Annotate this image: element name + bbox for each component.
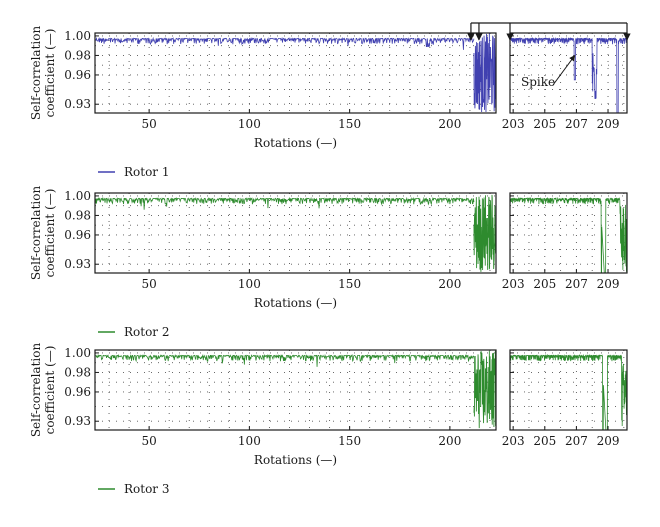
annotation-label: Spike — [521, 75, 555, 89]
x-tick-label: 203 — [502, 117, 525, 131]
axes-frame-main — [94, 32, 497, 114]
series-main — [95, 33, 496, 113]
series-line-tail — [473, 194, 496, 272]
x-axis-label: Rotations (—) — [254, 453, 337, 467]
axes-frame-zoom — [509, 192, 628, 274]
x-tick-label: 200 — [438, 117, 461, 131]
legend-label: Rotor 1 — [124, 165, 170, 179]
y-tick-label: 0.93 — [64, 257, 91, 271]
chart-panel-3: 1.00 0.98 0.96 0.93 50 100 150 200 203 205 207 209 S… — [29, 343, 628, 496]
x-tick-label: 207 — [565, 277, 588, 291]
x-tick-label: 200 — [438, 277, 461, 291]
y-axis-label: Self-correlation — [29, 26, 43, 121]
y-axis-label: coefficient (—) — [43, 189, 57, 278]
x-tick-label: 209 — [597, 277, 620, 291]
y-tick-label: 1.00 — [64, 29, 91, 43]
x-tick-label: 209 — [597, 117, 620, 131]
x-tick-label: 100 — [238, 117, 261, 131]
axes-frame-main — [94, 349, 497, 431]
axes-frame-main — [94, 192, 497, 274]
y-axis-label: Self-correlation — [29, 343, 43, 438]
legend-label: Rotor 2 — [124, 325, 170, 339]
y-tick-label: 0.98 — [64, 48, 91, 62]
x-tick-label: 150 — [338, 117, 361, 131]
series-line — [95, 36, 475, 50]
gridlines — [95, 193, 627, 273]
series-zoom — [510, 353, 627, 430]
axes-frame-zoom — [509, 32, 628, 114]
y-tick-label: 0.98 — [64, 365, 91, 379]
y-axis-label: coefficient (—) — [43, 346, 57, 435]
x-axis-label: Rotations (—) — [254, 296, 337, 310]
y-tick-label: 0.96 — [64, 385, 91, 399]
series-line — [95, 353, 475, 367]
axes-frame-zoom — [509, 349, 628, 431]
series-main — [95, 194, 496, 272]
x-tick-label: 100 — [238, 434, 261, 448]
y-axis-label: coefficient (—) — [43, 29, 57, 118]
series-line-zoom — [510, 196, 627, 273]
series-zoom — [510, 36, 627, 113]
x-tick-label: 207 — [565, 434, 588, 448]
series-line — [95, 196, 475, 210]
x-tick-label: 50 — [141, 434, 156, 448]
series-line-tail — [473, 33, 496, 113]
y-tick-label: 0.98 — [64, 208, 91, 222]
y-tick-label: 0.93 — [64, 97, 91, 111]
x-tick-label: 50 — [141, 117, 156, 131]
y-tick-label: 0.93 — [64, 414, 91, 428]
x-tick-label: 207 — [565, 117, 588, 131]
chart-panel-1: 1.00 0.98 0.96 0.93 50 100 150 200 203 205 207 209 S… — [29, 22, 631, 179]
x-tick-label: 205 — [533, 277, 556, 291]
x-tick-label: 205 — [533, 434, 556, 448]
y-axis-label: Self-correlation — [29, 186, 43, 281]
annotation-arrow — [552, 54, 576, 86]
x-tick-label: 209 — [597, 434, 620, 448]
x-tick-label: 200 — [438, 434, 461, 448]
legend-label: Rotor 3 — [124, 482, 170, 496]
x-tick-label: 50 — [141, 277, 156, 291]
series-line-zoom — [510, 36, 627, 113]
x-tick-label: 203 — [502, 277, 525, 291]
series-line-zoom — [510, 353, 627, 430]
y-tick-label: 1.00 — [64, 189, 91, 203]
gridlines — [95, 33, 627, 113]
x-tick-label: 150 — [338, 277, 361, 291]
x-tick-label: 100 — [238, 277, 261, 291]
gridlines — [95, 350, 627, 430]
series-line-tail — [473, 350, 496, 429]
y-tick-label: 1.00 — [64, 346, 91, 360]
chart-panel-2: 1.00 0.98 0.96 0.93 50 100 150 200 203 205 207 209 S… — [29, 186, 628, 339]
x-tick-label: 150 — [338, 434, 361, 448]
y-tick-label: 0.96 — [64, 68, 91, 82]
series-main — [95, 350, 496, 429]
x-tick-label: 203 — [502, 434, 525, 448]
series-zoom — [510, 196, 627, 273]
zoom-indicator — [467, 22, 631, 41]
x-axis-label: Rotations (—) — [254, 136, 337, 150]
x-tick-label: 205 — [533, 117, 556, 131]
y-tick-label: 0.96 — [64, 228, 91, 242]
